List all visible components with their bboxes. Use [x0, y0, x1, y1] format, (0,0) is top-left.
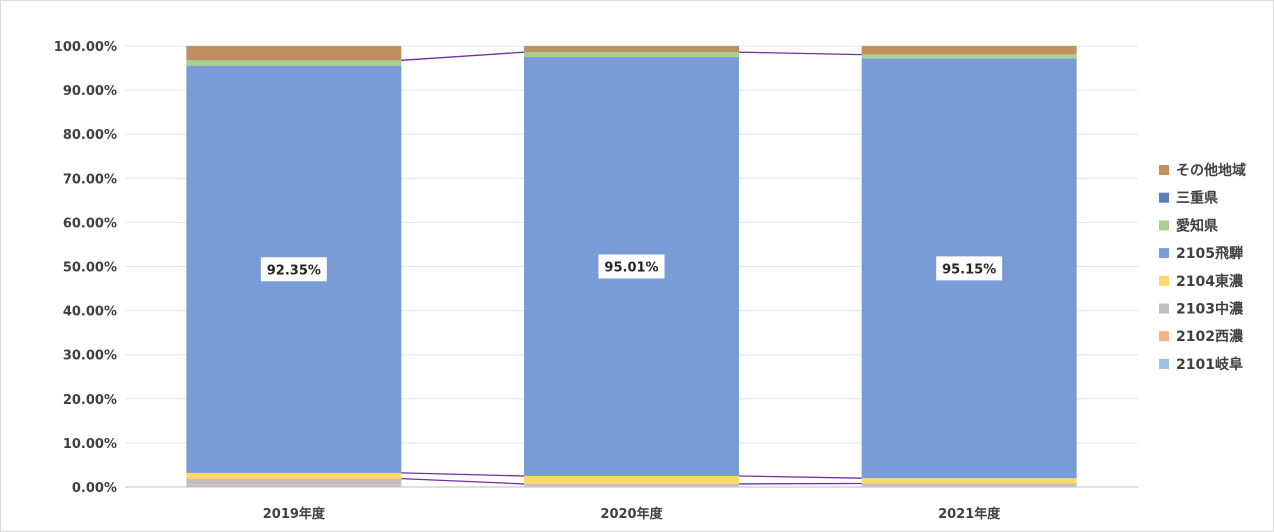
data-label-box [598, 254, 665, 279]
y-tick-label: 80.00% [63, 128, 117, 143]
y-tick-label: 10.00% [63, 437, 117, 452]
x-tick-label: 2020年度 [600, 506, 663, 522]
axes: 0.00% 10.00% 20.00% 30.00% 40.00% 50.00% 60.00… [54, 40, 1138, 522]
bar-segment-その他地域-2021年度 [861, 46, 1077, 55]
y-tick-label: 50.00% [63, 261, 117, 276]
series-lines [401, 51, 862, 485]
y-tick-label: 100.00% [54, 40, 117, 55]
bar-segment-愛知県-2021年度 [861, 54, 1077, 59]
bar-segment-2101岐阜-2019年度 [186, 485, 402, 487]
data-label: 92.35% [260, 257, 327, 282]
data-labels: 92.35% 95.01% 95.15% [260, 254, 1003, 282]
legend-swatch [1159, 358, 1169, 369]
legend-item-2104東濃: 2104東濃 [1159, 273, 1244, 290]
legend-label: その他地域 [1176, 162, 1246, 179]
legend-item-2102西濃: 2102西濃 [1159, 328, 1244, 345]
legend-label: 2105飛騨 [1176, 245, 1243, 262]
bar-segment-2103中濃-2021年度 [861, 483, 1077, 486]
y-tick-label: 0.00% [72, 481, 117, 496]
legend-swatch [1159, 331, 1169, 342]
y-tick-label: 40.00% [63, 305, 117, 320]
series-line [738, 51, 862, 56]
legend-item-三重県: 三重県 [1159, 190, 1218, 207]
bar-segment-2102西濃-2019年度 [186, 484, 402, 486]
legend-swatch [1159, 192, 1169, 203]
data-label-box [936, 256, 1003, 281]
legend-swatch [1159, 165, 1169, 175]
x-tick-label: 2021年度 [938, 506, 1001, 522]
legend-label: 三重県 [1176, 190, 1218, 207]
legend-label: 2103中濃 [1176, 301, 1244, 318]
legend-item-2103中濃: 2103中濃 [1159, 301, 1244, 318]
series-line [738, 475, 862, 479]
data-label-text: 95.01% [604, 261, 658, 276]
y-tick-label: 90.00% [63, 84, 117, 99]
legend-label: 2104東濃 [1176, 273, 1244, 290]
legend-label: 2102西濃 [1176, 328, 1244, 345]
data-label-box [260, 257, 327, 282]
bar-segment-その他地域-2019年度 [186, 46, 402, 61]
data-label: 95.01% [598, 254, 665, 279]
legend-swatch [1159, 275, 1169, 286]
data-label: 95.15% [936, 256, 1003, 281]
legend-item-愛知県: 愛知県 [1159, 217, 1218, 234]
legend-swatch [1159, 248, 1169, 259]
bar-segment-2103中濃-2019年度 [186, 478, 402, 485]
bar-segment-2103中濃-2020年度 [524, 483, 739, 486]
bars [186, 46, 1077, 487]
data-label-text: 95.15% [942, 262, 996, 277]
y-tick-label: 30.00% [63, 349, 117, 364]
bar-segment-2104東濃-2019年度 [186, 472, 402, 479]
legend-swatch [1159, 220, 1169, 231]
legend-item-2105飛騨: 2105飛騨 [1159, 245, 1243, 262]
legend-item-その他地域: その他地域 [1159, 162, 1246, 179]
y-tick-label: 60.00% [63, 216, 117, 231]
data-label-text: 92.35% [267, 263, 321, 278]
x-tick-label: 2019年度 [263, 506, 326, 522]
bar-segment-愛知県-2020年度 [524, 52, 739, 58]
legend-item-2101岐阜: 2101岐阜 [1159, 356, 1243, 373]
series-line [401, 477, 525, 485]
legend-label: 2101岐阜 [1176, 356, 1243, 373]
y-tick-label: 20.00% [63, 393, 117, 408]
series-line [401, 472, 525, 477]
bar-segment-その他地域-2020年度 [524, 46, 739, 53]
legend-label: 愛知県 [1176, 217, 1218, 234]
y-tick-label: 70.00% [63, 172, 117, 187]
legend-swatch [1159, 303, 1169, 314]
bar-segment-2104東濃-2020年度 [524, 475, 739, 484]
bar-segment-愛知県-2019年度 [186, 60, 402, 66]
series-line [401, 51, 525, 61]
bar-segment-2104東濃-2021年度 [861, 478, 1077, 484]
